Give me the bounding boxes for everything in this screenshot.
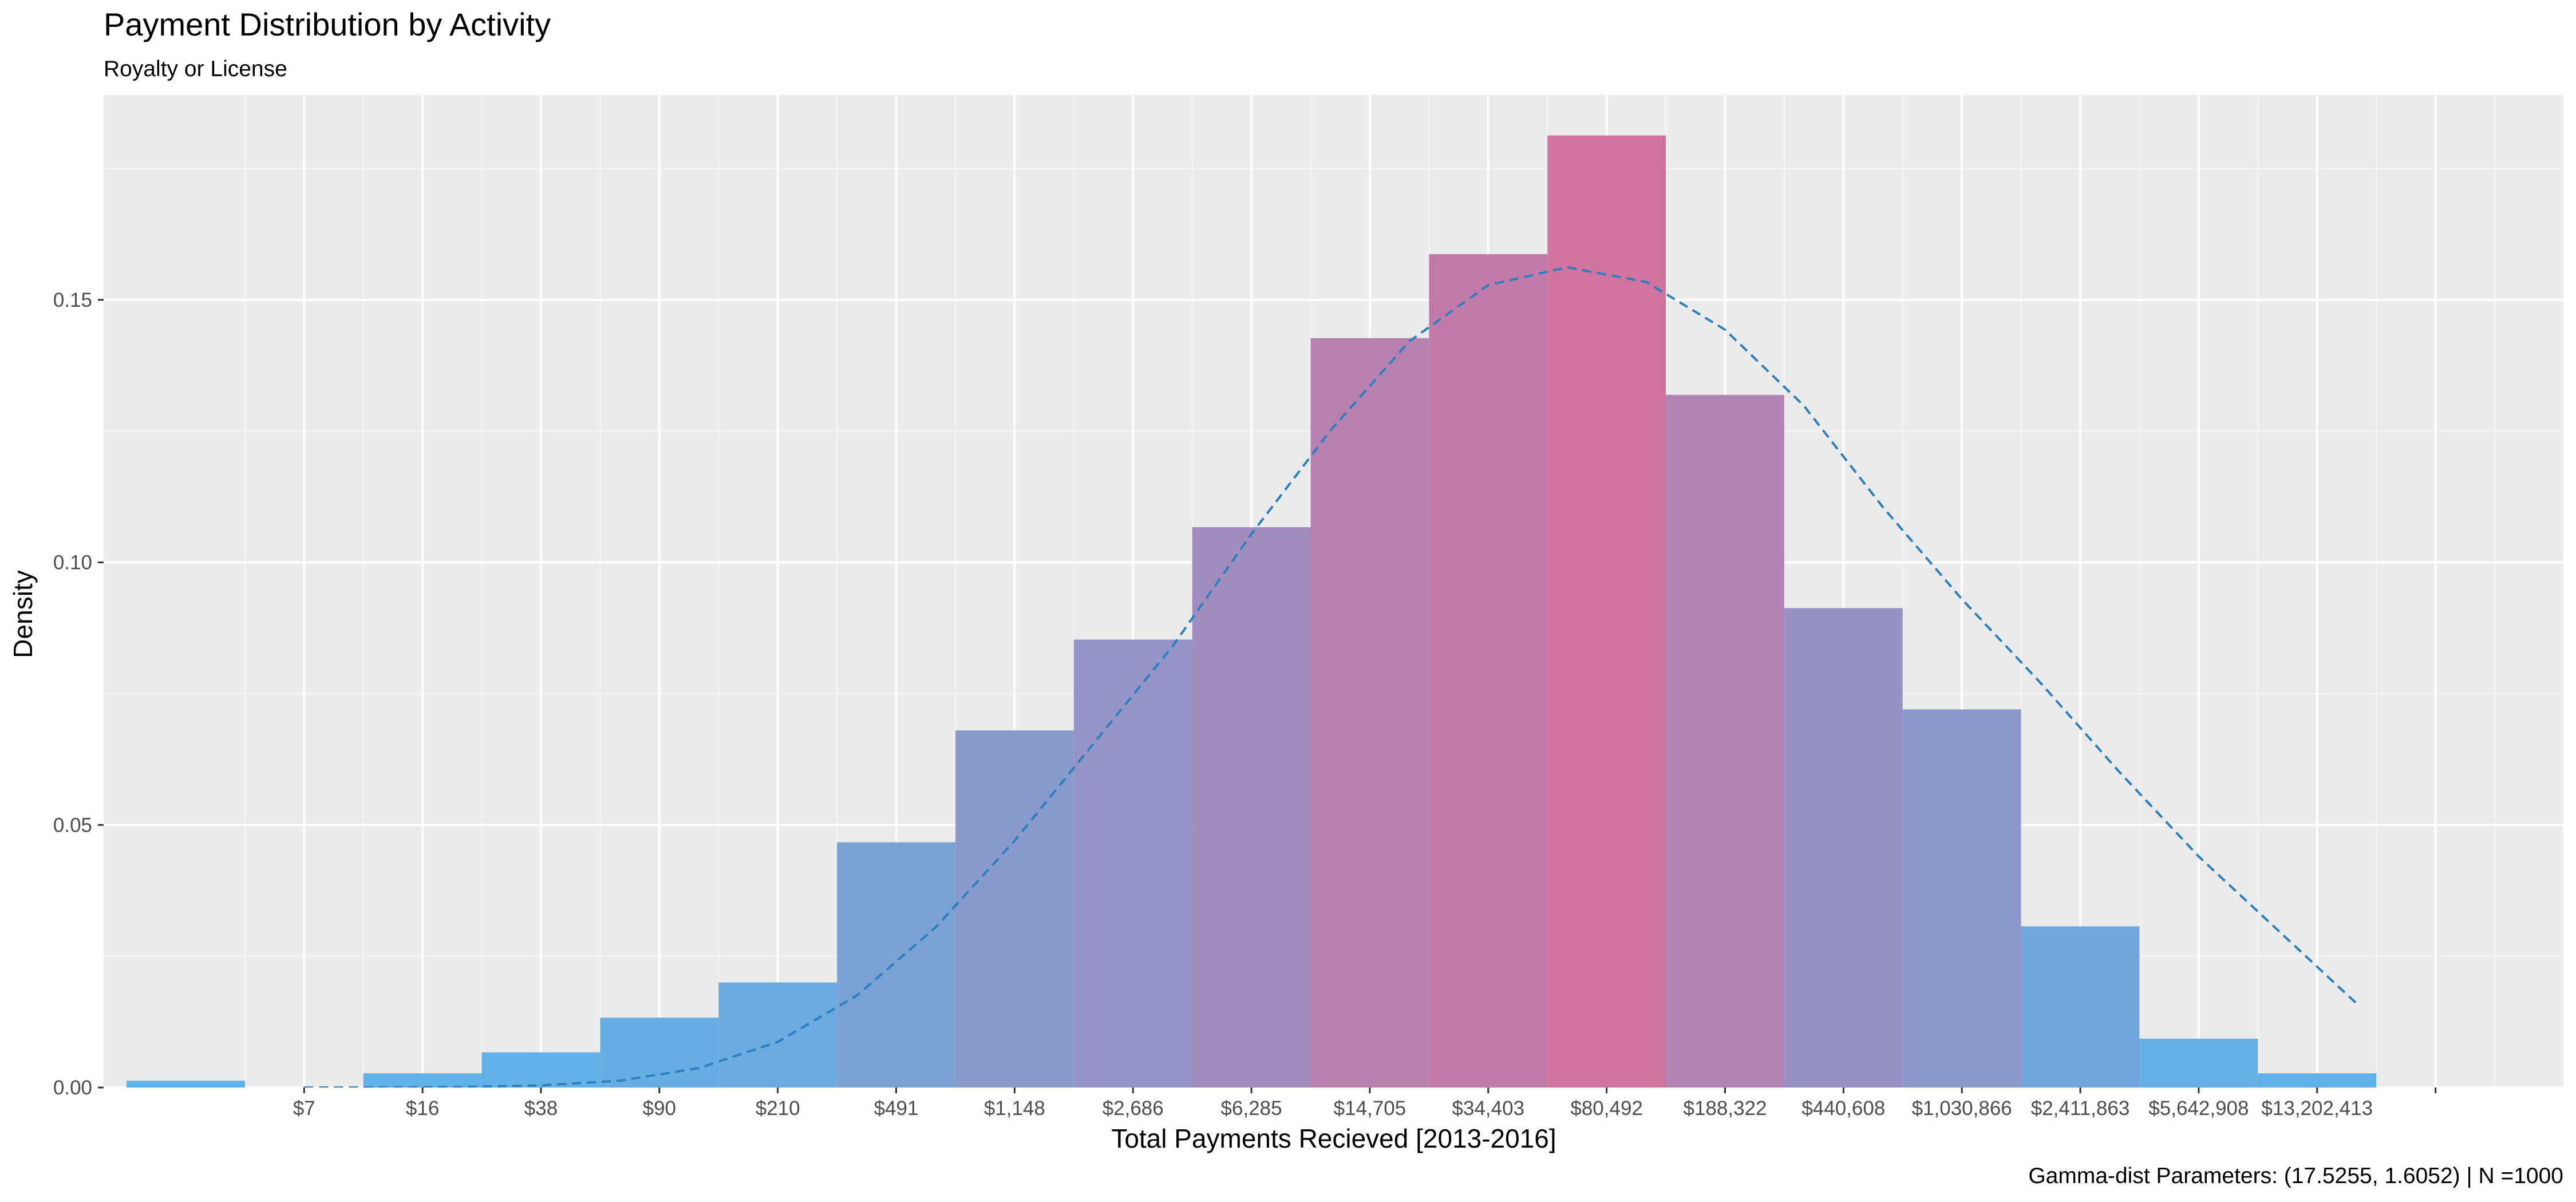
x-tick-label: $2,411,863 — [2031, 1097, 2130, 1120]
histogram-bar — [126, 1081, 245, 1088]
histogram-bar — [2139, 1038, 2258, 1088]
histogram-bars — [126, 135, 2377, 1088]
x-tick-label: $13,202,413 — [2261, 1097, 2373, 1120]
x-tick-label: $491 — [874, 1097, 919, 1120]
x-tick-label: $34,403 — [1452, 1097, 1525, 1120]
x-axis-title: Total Payments Recieved [2013-2016] — [1111, 1124, 1556, 1153]
histogram-bar — [1784, 608, 1903, 1088]
y-tick-label: 0.05 — [53, 814, 92, 836]
histogram-bar — [1310, 338, 1429, 1088]
histogram-bar — [1429, 254, 1548, 1088]
x-tick-label: $14,705 — [1334, 1097, 1406, 1120]
x-tick-label: $210 — [756, 1097, 800, 1120]
y-axis: 0.00 0.05 0.10 0.15 — [53, 289, 104, 1099]
y-tick-label: 0.00 — [53, 1077, 92, 1099]
x-tick-label: $6,285 — [1221, 1097, 1282, 1120]
x-tick-label: $90 — [643, 1097, 676, 1120]
x-tick-label: $1,030,866 — [1912, 1097, 2012, 1120]
histogram-bar — [600, 1017, 719, 1088]
histogram-bar — [363, 1073, 482, 1088]
x-tick-label: $38 — [524, 1097, 558, 1120]
x-tick-label: $5,642,908 — [2148, 1097, 2249, 1120]
x-tick-label: $1,148 — [984, 1097, 1045, 1120]
chart-subtitle: Royalty or License — [104, 57, 287, 81]
x-tick-label: $7 — [293, 1097, 315, 1120]
histogram-bar — [955, 730, 1074, 1088]
histogram-bar — [481, 1052, 600, 1088]
y-tick-label: 0.15 — [53, 289, 92, 311]
histogram-bar — [1666, 394, 1784, 1088]
x-tick-label: $440,608 — [1801, 1097, 1885, 1120]
x-tick-label: $80,492 — [1570, 1097, 1643, 1120]
x-axis: $7 $16 $38 $90 $210 $491 $1,148 $2,686 $6,285 $14… — [293, 1088, 2437, 1120]
histogram-bar — [1073, 639, 1192, 1088]
histogram-bar — [2258, 1073, 2377, 1088]
histogram-bar — [1902, 709, 2021, 1088]
histogram-bar — [1547, 135, 1666, 1088]
histogram-bar — [718, 982, 837, 1088]
histogram-bar — [1192, 527, 1311, 1088]
gamma-density-curve — [304, 266, 2358, 1088]
y-tick-label: 0.10 — [53, 552, 92, 574]
chart-caption: Gamma-dist Parameters: (17.5255, 1.6052)… — [2028, 1164, 2563, 1188]
histogram-bar — [2021, 926, 2140, 1088]
chart-title: Payment Distribution by Activity — [104, 6, 551, 42]
histogram-bar — [837, 842, 955, 1088]
x-tick-label: $2,686 — [1103, 1097, 1164, 1120]
y-axis-title: Density — [8, 570, 38, 658]
x-tick-label: $188,322 — [1683, 1097, 1767, 1120]
x-tick-label: $16 — [406, 1097, 439, 1120]
